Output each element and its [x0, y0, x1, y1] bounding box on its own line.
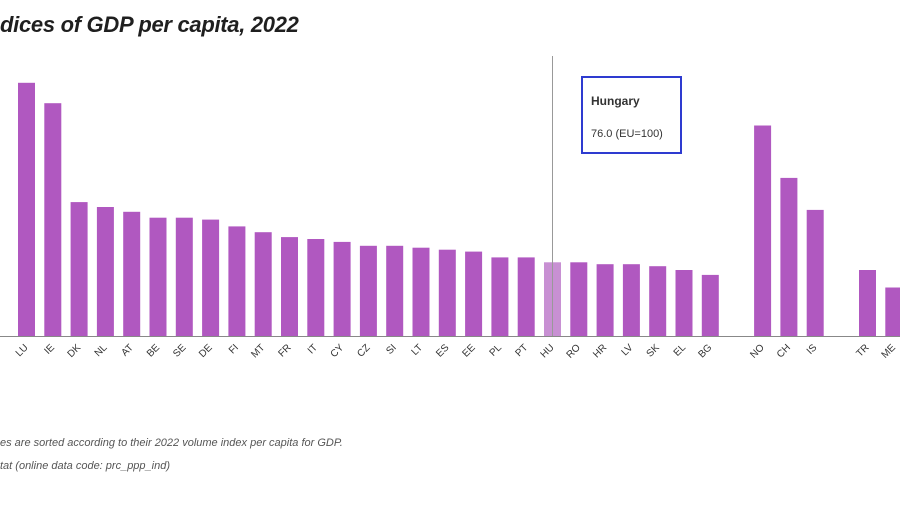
- tick-label-de: DE: [197, 342, 215, 360]
- tooltip-country: Hungary: [591, 94, 640, 108]
- tick-label-at: AT: [120, 342, 136, 358]
- tick-label-me: ME: [880, 342, 899, 361]
- tick-label-hr: HR: [591, 342, 609, 360]
- tick-label-el: EL: [672, 342, 689, 359]
- bar-ie[interactable]: [44, 103, 62, 336]
- bar-tr[interactable]: [859, 270, 876, 336]
- tick-label-lu: LU: [14, 342, 31, 359]
- tick-label-is: IS: [805, 342, 820, 357]
- bar-lt[interactable]: [412, 247, 430, 336]
- bar-se[interactable]: [175, 217, 193, 336]
- bar-no[interactable]: [754, 125, 772, 337]
- bar-dk[interactable]: [70, 202, 88, 336]
- tick-label-fr: FR: [276, 342, 293, 359]
- tick-labels-group: LU IE DK NL AT BE SE DE FI MT FR IT CY CZ SI LT ES EE PL PT…: [14, 342, 898, 361]
- tick-label-cy: CY: [329, 342, 347, 360]
- tick-label-hu: HU: [539, 342, 557, 360]
- tick-label-no: NO: [748, 342, 767, 361]
- bar-cy[interactable]: [333, 241, 351, 336]
- bar-ro[interactable]: [570, 262, 588, 336]
- bar-at[interactable]: [123, 211, 141, 336]
- bar-pt[interactable]: [517, 257, 535, 336]
- bar-me[interactable]: [885, 287, 900, 337]
- tick-label-ch: CH: [775, 342, 793, 360]
- chart-title: dices of GDP per capita, 2022: [0, 12, 299, 37]
- bar-mt[interactable]: [254, 232, 272, 336]
- bar-ch[interactable]: [780, 177, 798, 336]
- bar-chart: LU IE DK NL AT BE SE DE FI MT FR IT CY CZ SI LT ES EE PL PT…: [0, 56, 900, 361]
- tick-label-mt: MT: [249, 342, 267, 360]
- tick-label-pl: PL: [488, 342, 505, 359]
- bar-lu[interactable]: [18, 82, 35, 336]
- tick-label-cz: CZ: [355, 342, 372, 359]
- bar-de[interactable]: [202, 219, 220, 336]
- tick-label-fi: FI: [227, 342, 241, 356]
- bar-fr[interactable]: [281, 237, 298, 336]
- tick-label-ro: RO: [565, 342, 584, 361]
- tick-label-nl: NL: [93, 342, 110, 359]
- bar-it[interactable]: [307, 239, 325, 336]
- bar-pl[interactable]: [491, 257, 509, 336]
- tooltip-value: 76.0 (EU=100): [591, 128, 663, 140]
- tick-label-it: IT: [306, 342, 320, 356]
- tick-label-es: ES: [434, 342, 451, 359]
- tick-label-bg: BG: [696, 342, 714, 360]
- footnote-source: tat (online data code: prc_ppp_ind): [0, 460, 171, 472]
- bar-cz[interactable]: [359, 245, 377, 336]
- hover-tooltip: Hungary 76.0 (EU=100): [581, 76, 682, 154]
- tick-label-pt: PT: [514, 342, 531, 359]
- tick-label-sk: SK: [645, 342, 662, 359]
- bar-bg[interactable]: [701, 274, 719, 336]
- bar-si[interactable]: [386, 245, 404, 336]
- tick-label-si: SI: [384, 342, 398, 356]
- bar-is[interactable]: [806, 209, 824, 336]
- tick-label-ie: IE: [42, 342, 57, 357]
- tick-label-lt: LT: [410, 342, 426, 358]
- tick-label-dk: DK: [66, 342, 84, 360]
- bar-ee[interactable]: [465, 251, 483, 336]
- bars-group: [18, 82, 900, 337]
- bar-hr[interactable]: [596, 264, 614, 336]
- bar-nl[interactable]: [96, 207, 114, 336]
- footnote-sorting: es are sorted according to their 2022 vo…: [0, 437, 343, 449]
- tick-label-lv: LV: [620, 342, 636, 358]
- tick-label-be: BE: [145, 342, 162, 359]
- bar-be[interactable]: [149, 217, 167, 336]
- bar-es[interactable]: [438, 249, 456, 336]
- tick-label-tr: TR: [854, 342, 871, 359]
- bar-sk[interactable]: [649, 266, 667, 336]
- bar-el[interactable]: [675, 270, 693, 336]
- bar-lv[interactable]: [622, 264, 640, 336]
- bar-fi[interactable]: [228, 226, 246, 336]
- tick-label-se: SE: [171, 342, 188, 359]
- tick-label-ee: EE: [461, 342, 478, 359]
